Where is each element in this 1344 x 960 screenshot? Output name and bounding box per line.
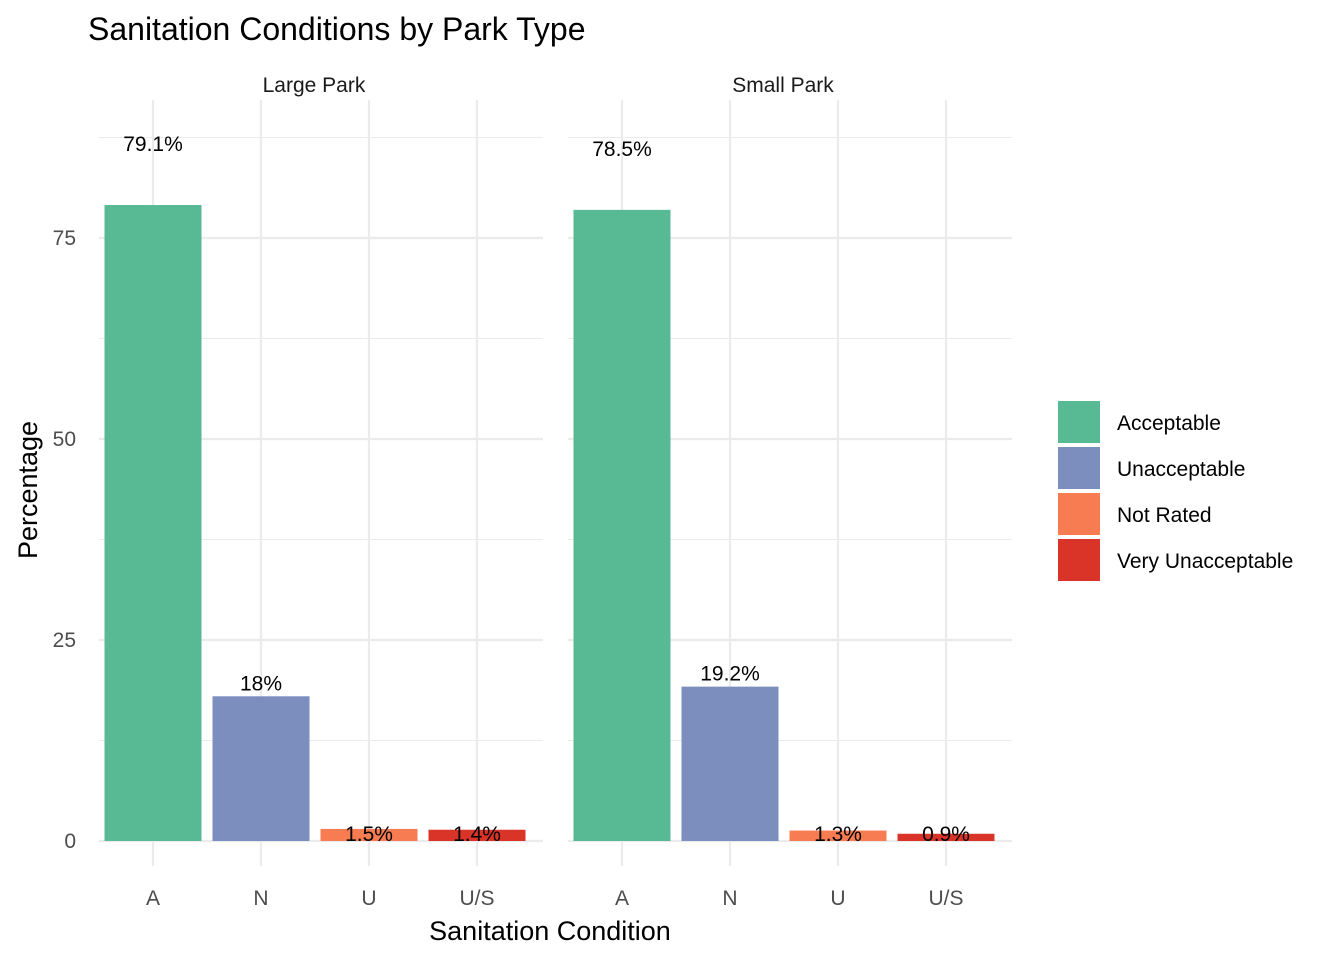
legend-swatch [1058,447,1100,489]
legend-label: Very Unacceptable [1117,550,1293,573]
data-label: 1.5% [345,823,393,846]
facet-label: Large Park [263,74,366,97]
y-tick-label: 25 [53,629,76,652]
bar [212,696,310,841]
legend-label: Acceptable [1117,412,1221,435]
x-tick-label: U/S [928,887,963,910]
y-tick-label: 0 [64,830,76,853]
legend-item: Very Unacceptable [1058,539,1293,581]
legend-label: Unacceptable [1117,458,1245,481]
x-tick-label: N [253,887,268,910]
data-label: 78.5% [592,138,652,161]
x-tick-label: A [615,887,629,910]
x-tick-label: N [722,887,737,910]
x-tick-label: U [361,887,376,910]
chart-title: Sanitation Conditions by Park Type [88,11,585,47]
y-axis-title: Percentage [13,421,43,559]
legend: Acceptable Unacceptable Not Rated Very Unac… [1058,401,1293,581]
bar [681,686,779,841]
x-tick-label: U [830,887,845,910]
x-axis-title: Sanitation Condition [429,916,671,946]
bar [104,205,202,841]
bar [789,830,887,841]
data-label: 1.4% [453,823,501,846]
bar [320,828,418,841]
x-tick-label: A [146,887,160,910]
legend-item: Unacceptable [1058,447,1245,489]
legend-swatch [1058,493,1100,535]
bar [897,833,995,841]
facet-panel: Large Park 79.1% A 18% N 1.5% U 1.4% U/S 0 25 50 75 [53,74,543,910]
data-label: 79.1% [123,133,183,156]
legend-item: Acceptable [1058,401,1221,443]
data-label: 0.9% [922,823,970,846]
bar [573,209,671,842]
legend-swatch [1058,401,1100,443]
legend-swatch [1058,539,1100,581]
facet-label: Small Park [732,74,834,97]
facet-panels: Large Park 79.1% A 18% N 1.5% U 1.4% U/S 0 25 50 75 S… [53,74,1012,910]
x-tick-label: U/S [459,887,494,910]
data-label: 18% [240,672,282,695]
y-tick-label: 75 [53,227,76,250]
data-label: 1.3% [814,823,862,846]
legend-label: Not Rated [1117,504,1212,527]
data-label: 19.2% [700,663,760,686]
bar [428,829,526,841]
legend-item: Not Rated [1058,493,1212,535]
y-tick-label: 50 [53,428,76,451]
facet-panel: Small Park 78.5% A 19.2% N 1.3% U 0.9% U/S [568,74,1012,910]
